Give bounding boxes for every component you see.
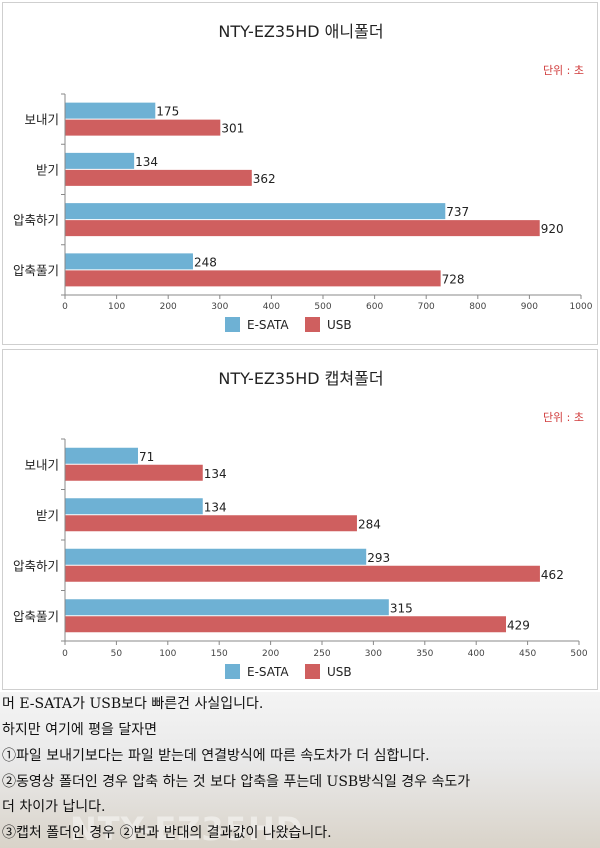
category-label: 보내기	[24, 112, 59, 127]
x-tick-label: 200	[160, 302, 177, 312]
x-tick-label: 100	[159, 649, 176, 659]
x-tick-label: 500	[314, 302, 331, 312]
x-tick-label: 800	[469, 302, 486, 312]
x-tick-label: 450	[519, 649, 536, 659]
x-tick-label: 250	[313, 649, 330, 659]
bar-esata	[65, 548, 367, 565]
data-label: 462	[541, 568, 564, 582]
x-tick-label: 400	[263, 302, 280, 312]
bar-esata	[65, 152, 135, 169]
x-tick-label: 700	[418, 302, 435, 312]
commentary-line: ②동영상 폴더인 경우 압축 하는 것 보다 압축을 푸는데 USB방식일 경우…	[2, 774, 471, 790]
category-label: 받기	[36, 162, 59, 177]
data-label: 71	[139, 450, 154, 464]
unit-note: 단위 : 초	[543, 411, 584, 424]
commentary-line: 더 차이가 납니다.	[2, 799, 106, 815]
x-tick-label: 500	[570, 649, 587, 659]
commentary-line: ①파일 보내기보다는 파일 받는데 연결방식에 따른 속도차가 더 심합니다.	[2, 748, 430, 764]
data-label: 737	[446, 205, 469, 219]
bar-usb	[65, 565, 540, 582]
data-label: 134	[204, 500, 227, 514]
x-tick-label: 0	[62, 649, 68, 659]
commentary-line: 하지만 여기에 평을 달자면	[2, 722, 158, 738]
legend-label-esata: E-SATA	[247, 318, 289, 332]
bar-usb	[65, 119, 221, 136]
x-tick-label: 300	[211, 302, 228, 312]
x-tick-label: 100	[108, 302, 125, 312]
x-tick-label: 200	[262, 649, 279, 659]
data-label: 175	[156, 105, 179, 119]
data-label: 284	[358, 517, 381, 531]
legend-label-usb: USB	[327, 665, 352, 679]
legend-swatch-usb	[305, 317, 320, 332]
category-label: 압축하기	[13, 213, 59, 228]
x-tick-label: 300	[365, 649, 382, 659]
category-label: 압축풀기	[13, 609, 59, 624]
data-label: 315	[390, 601, 413, 615]
bar-esata	[65, 498, 203, 515]
bar-esata	[65, 447, 138, 464]
bar-esata	[65, 203, 446, 220]
legend-label-usb: USB	[327, 318, 352, 332]
chart-title: NTY-EZ35HD 애니폴더	[218, 22, 383, 41]
commentary-section: NTY-EZ35HD 머 E-SATA가 USB보다 빠른건 사실입니다. 하지…	[0, 692, 600, 848]
data-label: 362	[253, 172, 276, 186]
data-label: 429	[507, 618, 530, 632]
data-label: 728	[442, 272, 465, 286]
x-tick-label: 50	[111, 649, 123, 659]
data-label: 301	[221, 122, 244, 136]
x-tick-label: 400	[468, 649, 485, 659]
data-label: 920	[541, 222, 564, 236]
x-tick-label: 150	[211, 649, 228, 659]
category-label: 받기	[36, 508, 59, 523]
bar-usb	[65, 270, 441, 287]
data-label: 134	[135, 155, 158, 169]
bar-usb	[65, 169, 252, 186]
x-tick-label: 0	[62, 302, 68, 312]
bar-usb	[65, 464, 203, 481]
x-tick-label: 1000	[570, 302, 593, 312]
bar-esata	[65, 253, 193, 270]
commentary-line: 머 E-SATA가 USB보다 빠른건 사실입니다.	[2, 696, 264, 712]
x-tick-label: 350	[416, 649, 433, 659]
bar-usb	[65, 616, 507, 633]
commentary-line: ③캡처 폴더인 경우 ②번과 반대의 결과값이 나왔습니다.	[2, 825, 332, 841]
category-label: 압축풀기	[13, 263, 59, 278]
data-label: 293	[367, 551, 390, 565]
bar-esata	[65, 599, 389, 616]
legend-swatch-usb	[305, 664, 320, 679]
legend-label-esata: E-SATA	[247, 665, 289, 679]
watermark-text: NTY-EZ35HD	[70, 810, 304, 848]
category-label: 압축하기	[13, 558, 59, 573]
legend-swatch-esata	[225, 317, 240, 332]
chart-title: NTY-EZ35HD 캡쳐폴더	[218, 369, 383, 388]
bar-usb	[65, 515, 357, 532]
unit-note: 단위 : 초	[543, 64, 584, 77]
bar-esata	[65, 102, 156, 119]
data-label: 134	[204, 467, 227, 481]
x-tick-label: 600	[366, 302, 383, 312]
data-label: 248	[194, 255, 217, 269]
legend-swatch-esata	[225, 664, 240, 679]
category-label: 보내기	[24, 457, 59, 472]
bar-usb	[65, 220, 540, 237]
x-tick-label: 900	[521, 302, 538, 312]
